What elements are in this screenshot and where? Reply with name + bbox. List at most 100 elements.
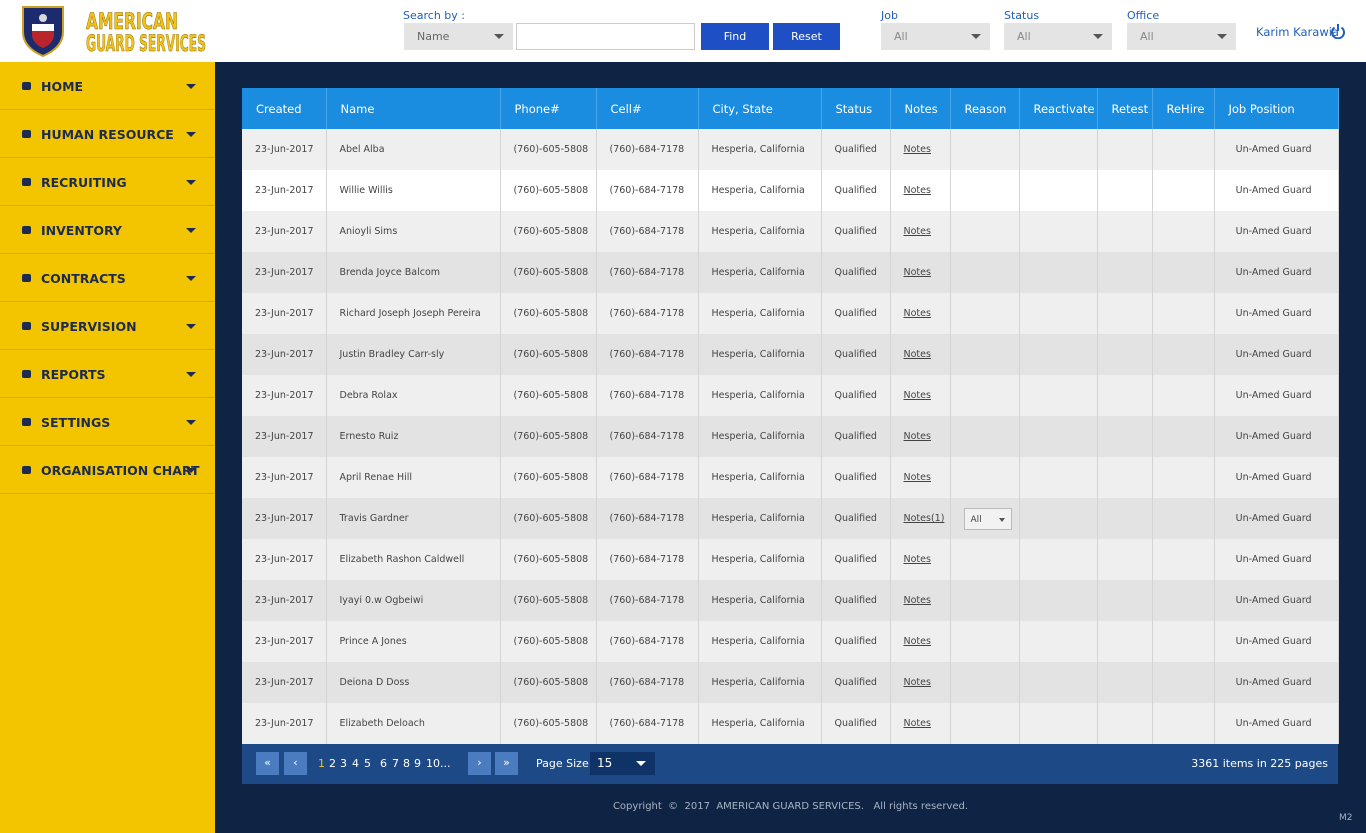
notes-link[interactable]: Notes xyxy=(903,267,931,278)
page-link[interactable]: 8 xyxy=(403,757,410,770)
menu-item[interactable]: SUPERVISION xyxy=(0,302,215,350)
cell-notes: Notes xyxy=(890,539,951,580)
cell-city-state: Hesperia, California xyxy=(698,662,822,703)
page-summary: 3361 items in 225 pages xyxy=(1191,757,1328,770)
cell-retest xyxy=(1097,662,1153,703)
cell-retest xyxy=(1097,621,1153,662)
page-link[interactable]: 10 xyxy=(426,757,440,770)
notes-link[interactable]: Notes xyxy=(903,349,931,360)
cell-cell: (760)-684-7178 xyxy=(596,498,699,539)
cell-cell: (760)-684-7178 xyxy=(596,662,699,703)
cell-city-state: Hesperia, California xyxy=(698,375,822,416)
filter-select[interactable]: All xyxy=(881,23,990,50)
page-link[interactable]: 1 xyxy=(318,757,325,770)
notes-link[interactable]: Notes xyxy=(903,226,931,237)
notes-link[interactable]: Notes xyxy=(903,308,931,319)
menu-item[interactable]: CONTRACTS xyxy=(0,254,215,302)
user-name[interactable]: Karim Karawia xyxy=(1256,25,1339,39)
page-link[interactable]: 4 xyxy=(352,757,359,770)
cell-reason xyxy=(950,129,1020,170)
notes-link[interactable]: Notes xyxy=(903,431,931,442)
notes-link[interactable]: Notes xyxy=(903,554,931,565)
cell-created: 23-Jun-2017 xyxy=(242,252,327,293)
cell-status: Qualified xyxy=(821,621,891,662)
reason-select[interactable]: All xyxy=(963,507,1012,530)
cell-name: Brenda Joyce Balcom xyxy=(326,252,501,293)
notes-link[interactable]: Notes xyxy=(903,595,931,606)
cell-status: Qualified xyxy=(821,252,891,293)
next-page-button[interactable]: › xyxy=(468,752,491,775)
cell-cell: (760)-684-7178 xyxy=(596,580,699,621)
menu-icon xyxy=(22,178,31,186)
page-link[interactable]: 2 xyxy=(329,757,336,770)
menu-item[interactable]: ORGANISATION CHART xyxy=(0,446,215,494)
logo[interactable]: AMERICAN GUARD SERVICES xyxy=(20,4,210,58)
cell-rehire xyxy=(1152,662,1215,703)
notes-link[interactable]: Notes xyxy=(903,472,931,483)
cell-rehire xyxy=(1152,457,1215,498)
cell-status: Qualified xyxy=(821,662,891,703)
cell-city-state: Hesperia, California xyxy=(698,170,822,211)
menu-item[interactable]: RECRUITING xyxy=(0,158,215,206)
table-row: 23-Jun-2017 Debra Rolax (760)-605-5808 (760… xyxy=(242,375,1339,416)
cell-created: 23-Jun-2017 xyxy=(242,170,327,211)
filter-select[interactable]: All xyxy=(1127,23,1236,50)
notes-link[interactable]: Notes xyxy=(903,144,931,155)
cell-name: Prince A Jones xyxy=(326,621,501,662)
notes-link[interactable]: Notes xyxy=(903,390,931,401)
menu-item[interactable]: HOME xyxy=(0,62,215,110)
filter-value: All xyxy=(1017,30,1031,43)
page-link[interactable]: 6 xyxy=(380,757,387,770)
first-page-button[interactable]: « xyxy=(256,752,279,775)
filter-select[interactable]: All xyxy=(1004,23,1112,50)
page-link[interactable]: 3 xyxy=(340,757,347,770)
search-field-select[interactable]: Name xyxy=(404,23,513,50)
cell-created: 23-Jun-2017 xyxy=(242,580,327,621)
notes-link[interactable]: Notes xyxy=(903,677,931,688)
menu-icon xyxy=(22,370,31,378)
header-row: Created Name Phone# Cell# City, State Status N… xyxy=(242,88,1339,129)
cell-city-state: Hesperia, California xyxy=(698,252,822,293)
page-link[interactable]: 5 xyxy=(364,757,371,770)
last-page-button[interactable]: » xyxy=(495,752,518,775)
notes-link[interactable]: Notes xyxy=(903,718,931,729)
header: AMERICAN GUARD SERVICES Search by : Name… xyxy=(0,0,1366,62)
cell-rehire xyxy=(1152,621,1215,662)
find-button[interactable]: Find xyxy=(701,23,769,50)
column-header: Reason xyxy=(950,88,1020,129)
cell-retest xyxy=(1097,211,1153,252)
notes-link[interactable]: Notes xyxy=(903,636,931,647)
reset-button[interactable]: Reset xyxy=(773,23,840,50)
cell-name: Elizabeth Rashon Caldwell xyxy=(326,539,501,580)
menu-item[interactable]: SETTINGS xyxy=(0,398,215,446)
cell-reactivate xyxy=(1019,211,1098,252)
menu-label: HOME xyxy=(41,79,84,94)
cell-created: 23-Jun-2017 xyxy=(242,375,327,416)
cell-reactivate xyxy=(1019,416,1098,457)
cell-job-position: Un-Amed Guard xyxy=(1214,703,1339,744)
menu-item[interactable]: HUMAN RESOURCE xyxy=(0,110,215,158)
search-input[interactable] xyxy=(516,23,695,50)
cell-retest xyxy=(1097,293,1153,334)
menu-item[interactable]: INVENTORY xyxy=(0,206,215,254)
logout-icon[interactable] xyxy=(1330,23,1346,39)
cell-reason xyxy=(950,211,1020,252)
cell-cell: (760)-684-7178 xyxy=(596,334,699,375)
menu-item[interactable]: REPORTS xyxy=(0,350,215,398)
cell-cell: (760)-684-7178 xyxy=(596,293,699,334)
cell-phone: (760)-605-5808 xyxy=(500,662,597,703)
cell-rehire xyxy=(1152,580,1215,621)
table-row: 23-Jun-2017 April Renae Hill (760)-605-580… xyxy=(242,457,1339,498)
cell-city-state: Hesperia, California xyxy=(698,703,822,744)
menu-caret xyxy=(186,372,196,377)
notes-link[interactable]: Notes xyxy=(903,185,931,196)
cell-phone: (760)-605-5808 xyxy=(500,621,597,662)
notes-link[interactable]: Notes(1) xyxy=(903,513,945,524)
page-link[interactable]: 7 xyxy=(392,757,399,770)
cell-rehire xyxy=(1152,375,1215,416)
prev-page-button[interactable]: ‹ xyxy=(284,752,307,775)
page-size-select[interactable]: 15 xyxy=(590,752,655,775)
logo-line1: AMERICAN xyxy=(86,10,178,35)
page-link[interactable]: 9 xyxy=(414,757,421,770)
table-row: 23-Jun-2017 Anioyli Sims (760)-605-5808 (76… xyxy=(242,211,1339,252)
